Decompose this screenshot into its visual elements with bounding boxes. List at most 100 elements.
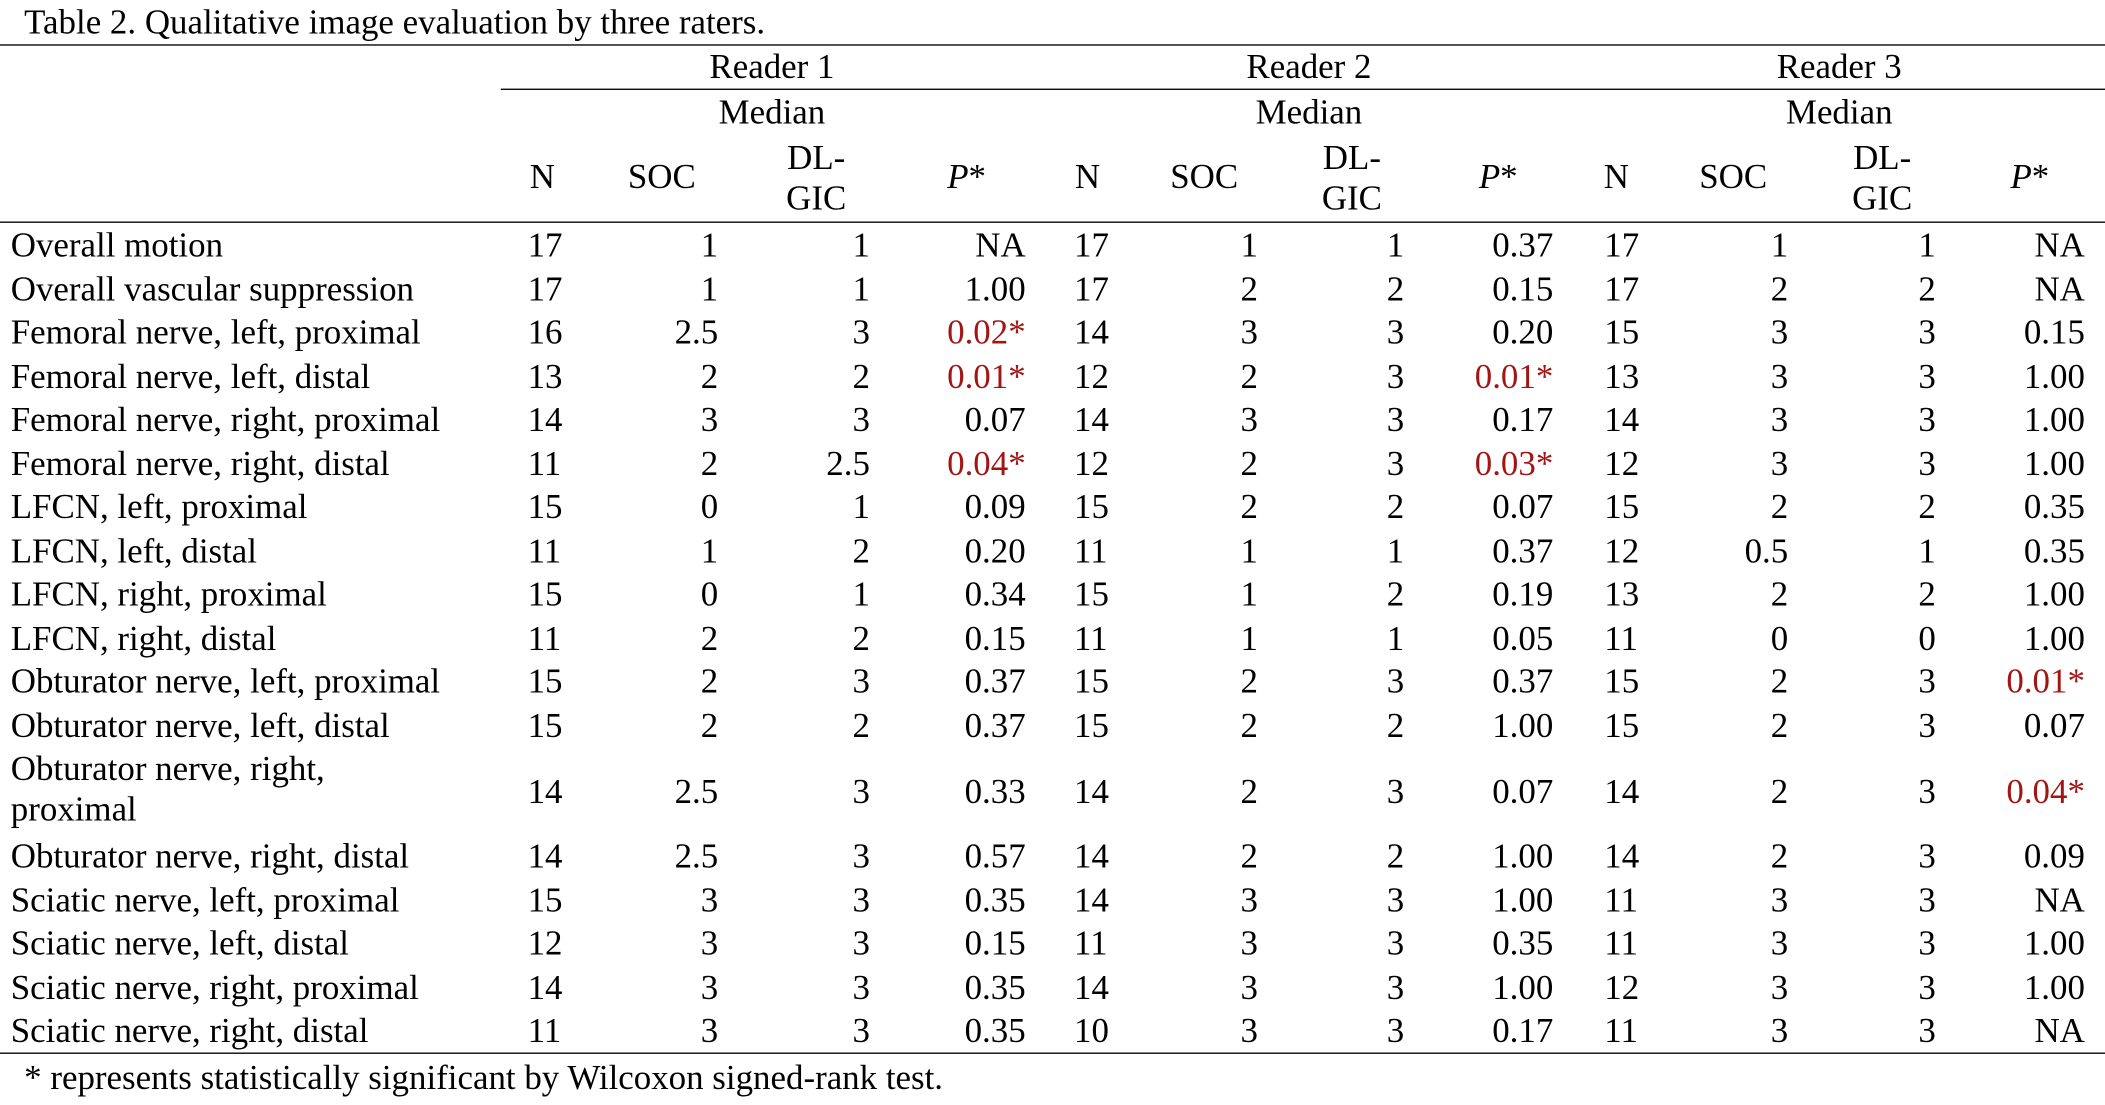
cell: 2.5 xyxy=(674,771,719,811)
cell: 10 xyxy=(1074,1011,1109,1051)
cell: 17 xyxy=(1604,269,1640,309)
cell: 12 xyxy=(527,923,563,963)
cell: 3 xyxy=(1240,923,1258,963)
cell: 2 xyxy=(1918,269,1936,309)
cell: 3 xyxy=(1240,1011,1258,1051)
cell: 2 xyxy=(1240,487,1258,527)
cell: 2 xyxy=(1386,705,1405,745)
cell: 3 xyxy=(700,880,719,920)
cell: 1.00 xyxy=(2023,574,2085,614)
cell: 2 xyxy=(1240,836,1258,876)
column-header: N xyxy=(1603,157,1629,197)
bottom-rule xyxy=(0,1052,2105,1054)
cell: 2 xyxy=(700,356,719,396)
cell: 2 xyxy=(1240,662,1258,702)
cell: 1.00 xyxy=(2023,444,2085,483)
cell: 3 xyxy=(1386,400,1405,440)
cell: 11 xyxy=(527,618,562,658)
column-header: SOC xyxy=(627,157,696,197)
column-header: SOC xyxy=(1699,157,1768,197)
cell: 0.07 xyxy=(2023,705,2085,745)
column-header: DL- xyxy=(1853,138,1912,178)
cell: 2 xyxy=(1770,662,1789,702)
cell: 12 xyxy=(1604,444,1640,483)
cell: 2 xyxy=(1770,771,1789,811)
cell: 0 xyxy=(1918,618,1936,658)
row-label: LFCN, left, distal xyxy=(10,531,258,571)
cell: 2 xyxy=(852,356,870,396)
cell: 15 xyxy=(1604,705,1640,745)
cell: 3 xyxy=(1770,880,1789,920)
cell: 14 xyxy=(527,967,563,1007)
cell: 0 xyxy=(700,574,719,614)
column-header: DL- xyxy=(1322,138,1381,178)
row-label: LFCN, right, distal xyxy=(10,618,277,658)
cell: 0.03* xyxy=(1474,444,1554,483)
cell: 12 xyxy=(1604,531,1640,571)
subheader: Median xyxy=(1255,92,1363,132)
cell: 2.5 xyxy=(674,313,719,353)
cell: 0.37 xyxy=(1492,662,1554,702)
cell: NA xyxy=(2034,269,2085,309)
cell: 2 xyxy=(1770,836,1789,876)
cell: 0.07 xyxy=(964,400,1026,440)
cell: 3 xyxy=(1918,400,1936,440)
cell: 3 xyxy=(1386,444,1405,483)
cell: 15 xyxy=(527,574,563,614)
cell: 3 xyxy=(1918,662,1936,702)
cell: 1.00 xyxy=(964,269,1026,309)
cell: 15 xyxy=(527,880,563,920)
row-label: Obturator nerve, right, distal xyxy=(10,836,410,876)
cell: 0.01* xyxy=(1474,356,1554,396)
cell: 1.00 xyxy=(2023,967,2085,1007)
cell: 2 xyxy=(1386,574,1405,614)
cell: 0.07 xyxy=(1492,487,1554,527)
cell: 11 xyxy=(527,444,562,483)
row-label: proximal xyxy=(10,789,137,829)
cell: 2.5 xyxy=(826,444,870,483)
cell: 11 xyxy=(1604,618,1638,658)
cell: NA xyxy=(2034,880,2085,920)
cell: 0.15 xyxy=(2023,313,2085,353)
cell: 2 xyxy=(852,531,870,571)
cell: 11 xyxy=(527,1011,562,1051)
cell: 2 xyxy=(1240,705,1258,745)
cell: 0.35 xyxy=(964,880,1026,920)
cell: 3 xyxy=(1386,923,1405,963)
cell: 3 xyxy=(1770,1011,1789,1051)
column-header-mark: * xyxy=(1500,157,1518,197)
cell: 0.04* xyxy=(947,444,1026,483)
cell: 2 xyxy=(700,444,719,483)
cell: 2 xyxy=(1918,487,1936,527)
cell: 0 xyxy=(700,487,719,527)
cell: 1.00 xyxy=(1492,836,1554,876)
cell: 0.17 xyxy=(1492,400,1554,440)
cell: 3 xyxy=(852,771,870,811)
cell: 0 xyxy=(1770,618,1789,658)
cell: 0.09 xyxy=(2023,836,2085,876)
cell: 1 xyxy=(1240,225,1258,265)
cell: 14 xyxy=(1604,771,1640,811)
cell: 12 xyxy=(1074,356,1109,396)
row-label: Obturator nerve, right, xyxy=(10,749,325,789)
cell: 3 xyxy=(1770,356,1789,396)
cell: 0.35 xyxy=(2023,487,2085,527)
row-label: LFCN, left, proximal xyxy=(10,487,308,527)
column-header: N xyxy=(1074,157,1101,197)
cell: 1 xyxy=(1240,574,1258,614)
cell: 3 xyxy=(852,400,870,440)
cell: 3 xyxy=(852,1011,870,1051)
cell: 3 xyxy=(852,662,870,702)
cell: 15 xyxy=(527,487,563,527)
cell: 0.05 xyxy=(1492,618,1554,658)
cell: 3 xyxy=(1770,967,1789,1007)
cell: 3 xyxy=(852,836,870,876)
cell: 11 xyxy=(1074,618,1108,658)
cell: 0.01* xyxy=(947,356,1026,396)
cell: 11 xyxy=(1604,923,1638,963)
cell: 0.35 xyxy=(2023,531,2085,571)
row-label: Femoral nerve, right, distal xyxy=(10,444,390,483)
cell: 0.57 xyxy=(964,836,1026,876)
cell: 2 xyxy=(1918,574,1936,614)
